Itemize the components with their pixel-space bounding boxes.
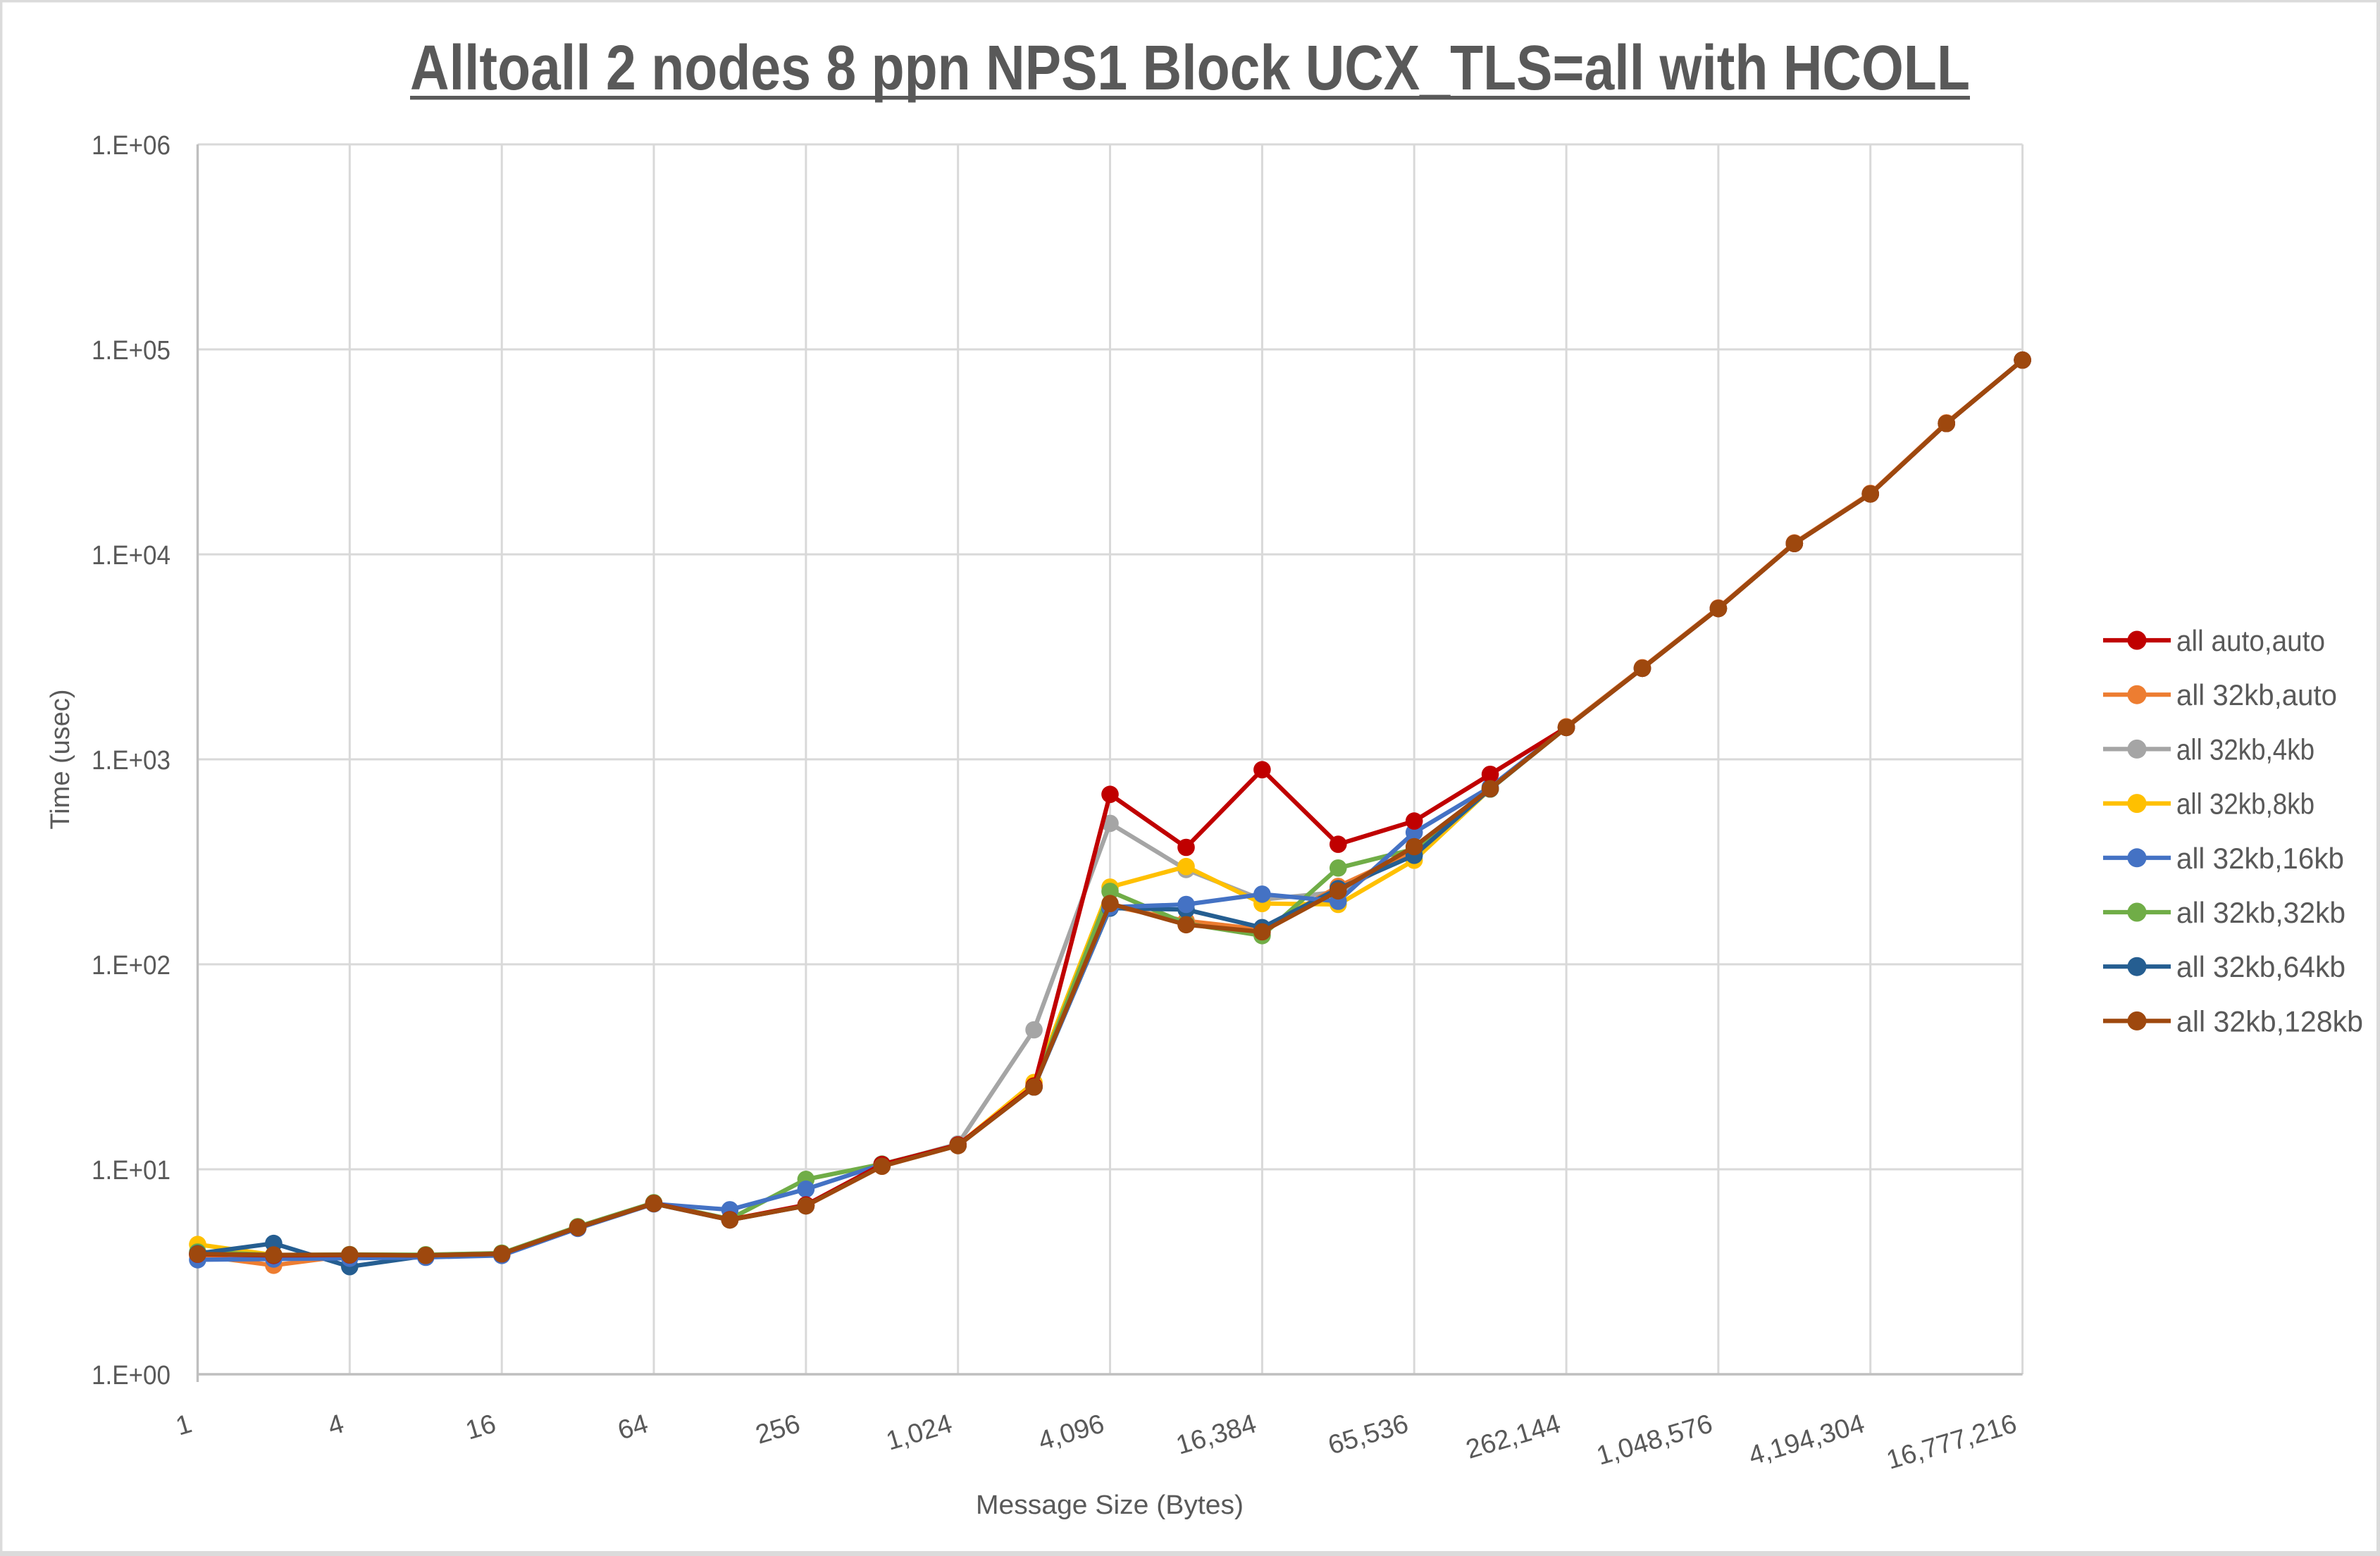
svg-text:Time (usec): Time (usec) bbox=[46, 689, 75, 829]
svg-text:1.E+04: 1.E+04 bbox=[92, 541, 171, 571]
svg-text:1.E+06: 1.E+06 bbox=[92, 131, 171, 161]
svg-text:Alltoall 2 nodes 8 ppn NPS1 Bl: Alltoall 2 nodes 8 ppn NPS1 Block UCX_TL… bbox=[410, 33, 1970, 104]
svg-text:Message Size (Bytes): Message Size (Bytes) bbox=[976, 1490, 1244, 1520]
svg-text:1.E+00: 1.E+00 bbox=[92, 1361, 171, 1390]
svg-text:all auto,auto: all auto,auto bbox=[2176, 624, 2325, 657]
svg-text:all 32kb,16kb: all 32kb,16kb bbox=[2176, 842, 2344, 875]
svg-text:all 32kb,auto: all 32kb,auto bbox=[2176, 678, 2337, 711]
svg-text:all 32kb,64kb: all 32kb,64kb bbox=[2176, 950, 2345, 983]
svg-text:1.E+02: 1.E+02 bbox=[92, 951, 171, 981]
svg-text:1.E+05: 1.E+05 bbox=[92, 336, 171, 366]
svg-text:all 32kb,128kb: all 32kb,128kb bbox=[2176, 1004, 2363, 1038]
svg-text:all 32kb,4kb: all 32kb,4kb bbox=[2176, 733, 2314, 766]
svg-text:all 32kb,8kb: all 32kb,8kb bbox=[2176, 788, 2314, 821]
svg-text:1.E+01: 1.E+01 bbox=[92, 1156, 171, 1185]
svg-text:1.E+03: 1.E+03 bbox=[92, 746, 171, 776]
svg-text:all 32kb,32kb: all 32kb,32kb bbox=[2176, 896, 2345, 929]
